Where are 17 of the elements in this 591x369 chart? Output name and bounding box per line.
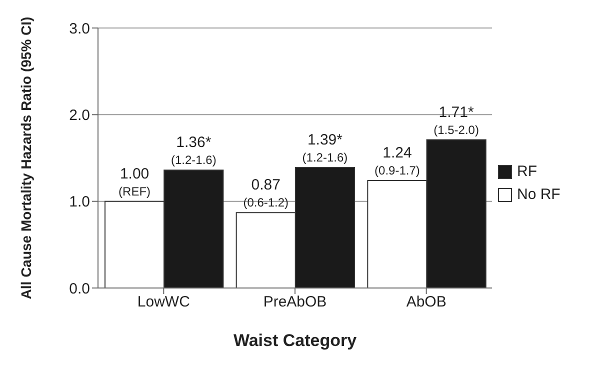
y-tick-label: 3.0 xyxy=(69,20,90,38)
data-label: 1.00 (REF) xyxy=(118,165,151,198)
data-label: 1.71* (1.5-2.0) xyxy=(434,104,479,137)
x-tick-label: AbOB xyxy=(406,294,446,311)
y-tick-label: 2.0 xyxy=(69,106,90,124)
data-label: 1.39* (1.2-1.6) xyxy=(302,132,348,165)
y-tick-label: 0.0 xyxy=(69,280,90,298)
data-label: 0.87 (0.6-1.2) xyxy=(243,176,289,210)
data-label: 1.24 (0.9-1.7) xyxy=(374,144,420,178)
data-label: 1.36* (1.2-1.6) xyxy=(170,134,216,168)
x-tick-label: PreAbOB xyxy=(263,294,327,311)
y-tick-label: 1.0 xyxy=(69,194,90,211)
legend-label: RF xyxy=(517,163,537,180)
x-tick-label: LowWC xyxy=(137,294,190,311)
legend-label: No RF xyxy=(517,186,560,203)
y-axis-title: All Cause Mortality Hazards Ratio (95% CI) xyxy=(18,16,34,300)
x-axis-title: Waist Category xyxy=(233,331,358,350)
